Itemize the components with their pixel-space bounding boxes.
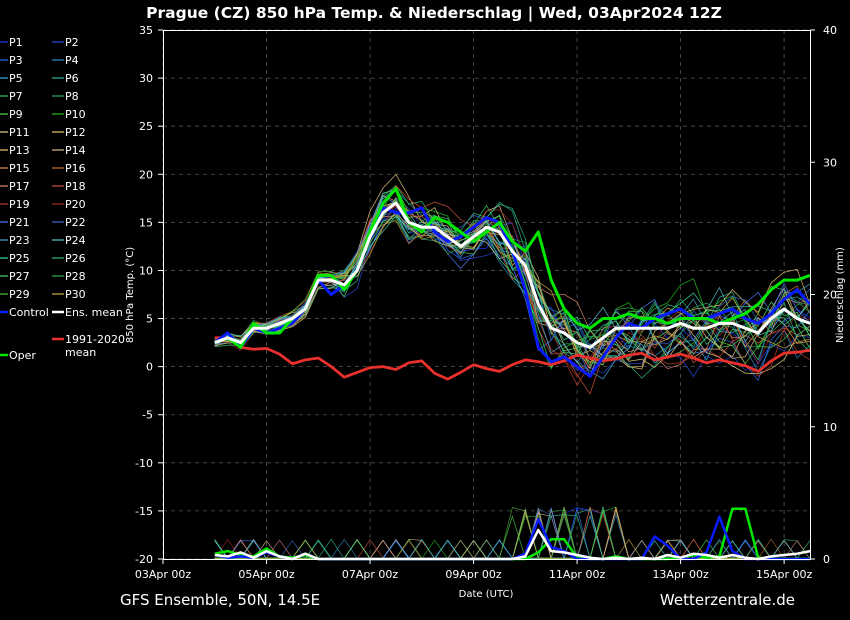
footer-right: Wetterzentrale.de [660, 591, 795, 609]
member-line-p5 [214, 204, 811, 380]
legend-label-32-b: mean [65, 346, 96, 359]
legend: P1 P2 P3 P4 P5 P6 P7 P8 P9 P10 P11 P12 P13 P14 P15 P16 P… [0, 36, 125, 362]
legend-label-23: P24 [65, 234, 86, 247]
legend-label-13: P14 [65, 144, 86, 157]
y-tick-label-6: 5 [146, 313, 153, 326]
y-tick-label-1: 30 [139, 72, 153, 85]
y2-axis-label: Niederschlag (mm) [835, 247, 846, 343]
member-line-p26 [214, 203, 811, 379]
y-axis-label: 850 hPa Temp. (°C) [125, 247, 136, 343]
legend-label-10: P11 [9, 126, 30, 139]
x-tick-label-4: 11Apr 00z [549, 568, 606, 581]
legend-label-26: P27 [9, 270, 30, 283]
x-axis-ticks: 03Apr 00z 05Apr 00z 07Apr 00z 09Apr 00z 11Ap… [135, 559, 813, 581]
legend-label-22: P23 [9, 234, 30, 247]
legend-label-17: P18 [65, 180, 86, 193]
legend-label-5: P6 [65, 72, 79, 85]
y-tick-label-3: 20 [139, 168, 153, 181]
legend-label-2: P3 [9, 54, 23, 67]
member-line-p1 [214, 207, 811, 365]
member-line-p7 [214, 184, 811, 366]
x-tick-label-0: 03Apr 00z [135, 568, 192, 581]
legend-label-21: P22 [65, 216, 86, 229]
legend-label-28: P29 [9, 288, 30, 301]
y-tick-label-9: -10 [135, 457, 153, 470]
y-tick-label-7: 0 [146, 361, 153, 374]
y2-tick-label-0: 40 [823, 24, 837, 37]
legend-label-6: P7 [9, 90, 23, 103]
x-tick-label-1: 05Apr 00z [238, 568, 295, 581]
footer-left: GFS Ensemble, 50N, 14.5E [120, 591, 320, 609]
member-line-p24 [214, 211, 811, 352]
y2-tick-label-3: 10 [823, 421, 837, 434]
y-tick-label-2: 25 [139, 120, 153, 133]
legend-label-4: P5 [9, 72, 23, 85]
member-line-p13 [214, 173, 811, 370]
legend-label-24: P25 [9, 252, 30, 265]
legend-label-16: P17 [9, 180, 30, 193]
legend-label-7: P8 [65, 90, 79, 103]
legend-label-11: P12 [65, 126, 86, 139]
legend-label-27: P28 [65, 270, 86, 283]
x-tick-label-3: 09Apr 00z [445, 568, 502, 581]
legend-label-9: P10 [65, 108, 86, 121]
ensemble-member-lines [214, 173, 811, 561]
y-tick-label-5: 10 [139, 264, 153, 277]
x-tick-label-6: 15Apr 00z [756, 568, 813, 581]
climate-mean-line [214, 336, 811, 381]
legend-label-19: P20 [65, 198, 86, 211]
x-axis-label: Date (UTC) [459, 589, 514, 600]
legend-label-15: P16 [65, 162, 86, 175]
y-tick-label-8: -5 [142, 409, 153, 422]
x-tick-label-5: 13Apr 00z [652, 568, 709, 581]
control-line [213, 206, 812, 378]
member-line-p28 [214, 198, 811, 351]
plot-frame [163, 30, 811, 560]
legend-label-8: P9 [9, 108, 23, 121]
legend-label-14: P15 [9, 162, 30, 175]
legend-label-30: Control [9, 306, 49, 319]
y-tick-label-11: -20 [135, 553, 153, 566]
legend-label-29: P30 [65, 288, 86, 301]
legend-label-31: Ens. mean [65, 306, 123, 319]
y2-tick-label-4: 0 [823, 553, 830, 566]
legend-label-33: Oper [9, 349, 36, 362]
y-tick-label-4: 15 [139, 216, 153, 229]
legend-label-32-a: 1991-2020 [65, 333, 125, 346]
y2-axis-ticks: 40 30 20 10 0 [810, 24, 837, 566]
x-tick-label-2: 07Apr 00z [342, 568, 399, 581]
chart-title: Prague (CZ) 850 hPa Temp. & Niederschlag… [146, 4, 722, 23]
y-tick-label-0: 35 [139, 24, 153, 37]
ens-mean-line [214, 201, 811, 349]
y-axis-ticks: 35 30 25 20 15 10 5 0 -5 -10 -15 -20 [135, 24, 163, 566]
y-tick-label-10: -15 [135, 505, 153, 518]
legend-label-25: P26 [65, 252, 86, 265]
y2-tick-label-2: 20 [823, 289, 837, 302]
member-line-p9 [214, 216, 811, 355]
legend-label-18: P19 [9, 198, 30, 211]
legend-label-20: P21 [9, 216, 30, 229]
member-line-p30 [214, 212, 811, 363]
legend-label-12: P13 [9, 144, 30, 157]
member-line-p17 [214, 194, 811, 370]
grid-lines [162, 29, 810, 560]
legend-label-1: P2 [65, 36, 79, 49]
legend-label-0: P1 [9, 36, 23, 49]
y2-tick-label-1: 30 [823, 156, 837, 169]
member-line-p29 [214, 188, 811, 366]
legend-label-3: P4 [65, 54, 79, 67]
